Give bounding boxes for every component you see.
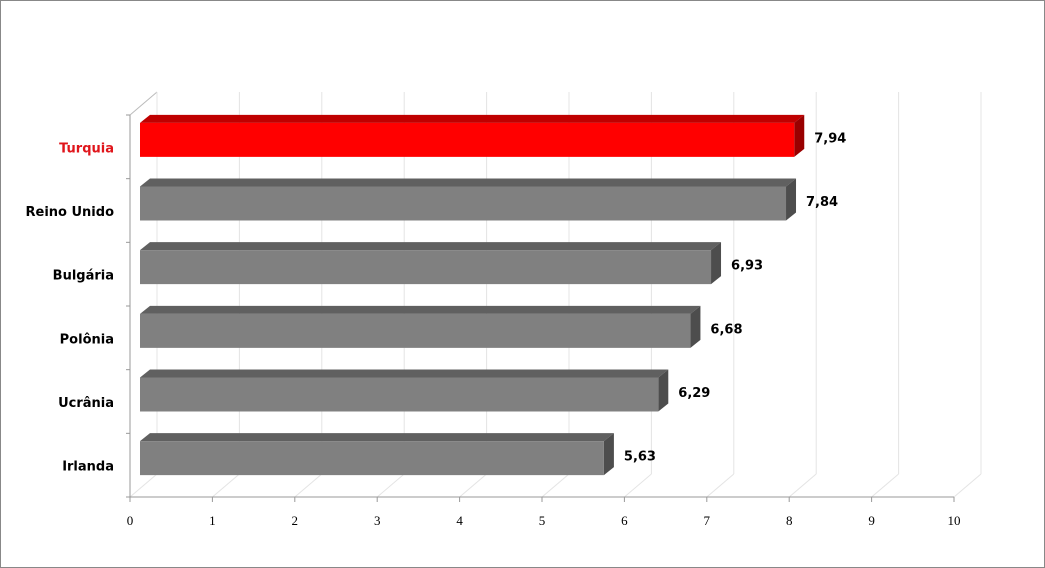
x-tick-label: 6: [621, 513, 628, 528]
bar-front: [140, 313, 691, 348]
floor-grid-line: [953, 473, 982, 498]
bar-top: [140, 114, 805, 123]
floor-grid-line: [788, 473, 817, 498]
x-tick-label: 7: [704, 513, 711, 528]
y-tick-label: Polônia: [60, 332, 114, 347]
value-label: 6,68: [710, 322, 742, 337]
y-tick-label: Reino Unido: [26, 205, 115, 220]
x-tick-label: 10: [948, 513, 961, 528]
x-tick-label: 5: [539, 513, 546, 528]
bar-top: [140, 305, 701, 314]
left-wall-edge: [129, 91, 158, 116]
bar-top: [140, 242, 722, 251]
y-tick-label: Bulgária: [53, 269, 114, 284]
floor-grid-line: [376, 473, 405, 498]
value-label: 5,63: [624, 450, 656, 465]
y-tick-label: Turquia: [59, 141, 114, 156]
bar-side: [658, 369, 669, 412]
value-label: 6,93: [731, 259, 763, 274]
y-tick-label: Ucrânia: [58, 396, 114, 411]
bar: [140, 114, 805, 157]
bar: [140, 433, 614, 476]
bar-front: [140, 441, 604, 476]
x-tick-label: 1: [209, 513, 216, 528]
floor-grid-line: [541, 473, 570, 498]
x-tick-label: 4: [456, 513, 463, 528]
floor-grid-line: [706, 473, 735, 498]
bar-front: [140, 122, 795, 157]
value-label: 7,94: [814, 131, 846, 146]
floor-grid-line: [871, 473, 899, 498]
bar-side: [711, 242, 722, 285]
bar-side: [794, 114, 805, 157]
value-label: 6,29: [678, 386, 710, 401]
bar-side: [786, 178, 797, 221]
bar-top: [140, 433, 614, 442]
floor-grid-line: [459, 473, 487, 498]
floor-grid-line: [212, 473, 240, 498]
bar-front: [140, 377, 659, 412]
floor-grid-line: [624, 473, 652, 498]
bar: [140, 242, 722, 285]
x-tick-label: 9: [868, 513, 875, 528]
x-tick-label: 3: [374, 513, 381, 528]
x-tick-label: 2: [292, 513, 299, 528]
bar: [140, 305, 701, 348]
y-tick-label: Irlanda: [62, 460, 114, 475]
bar: [140, 369, 669, 412]
bar-top: [140, 369, 669, 378]
bar-front: [140, 250, 712, 285]
value-label: 7,84: [806, 195, 838, 210]
bar-front: [140, 186, 787, 221]
floor-grid-line: [294, 473, 323, 498]
x-tick-label: 8: [786, 513, 793, 528]
bar-side: [690, 305, 701, 348]
x-tick-label: 0: [127, 513, 134, 528]
floor-grid-line: [129, 473, 158, 498]
bar-side: [603, 433, 614, 476]
bar-top: [140, 178, 797, 187]
bar: [140, 178, 797, 221]
